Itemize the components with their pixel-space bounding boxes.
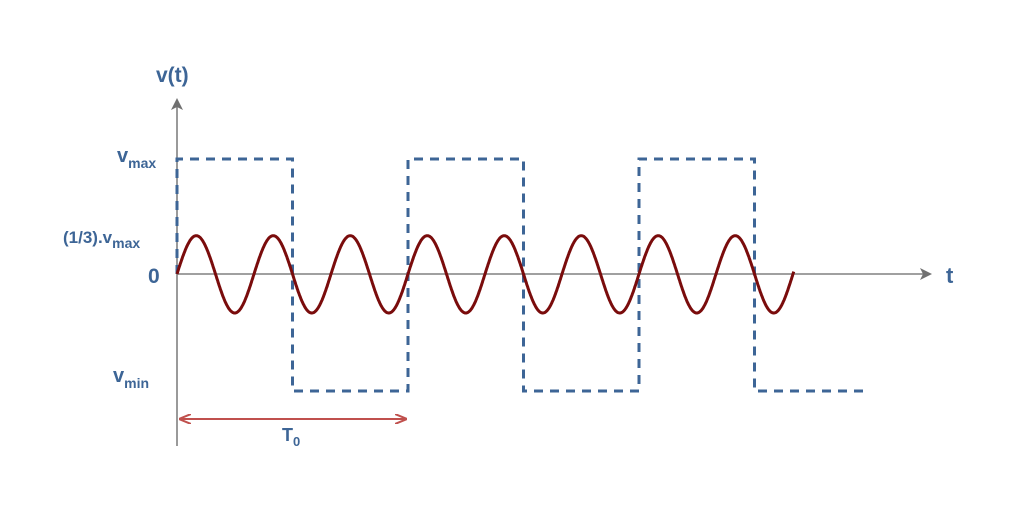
y-axis-label: v(t)	[156, 64, 189, 87]
square-wave	[175, 157, 870, 393]
vmax-label: vmax	[117, 145, 156, 171]
x-axis-label: t	[946, 263, 954, 288]
zero-label: 0	[148, 265, 160, 288]
third-vmax-label: (1/3).vmax	[63, 228, 140, 251]
sine-wave	[175, 234, 796, 315]
period-label: T0	[282, 425, 300, 449]
vmin-label: vmin	[113, 365, 149, 391]
